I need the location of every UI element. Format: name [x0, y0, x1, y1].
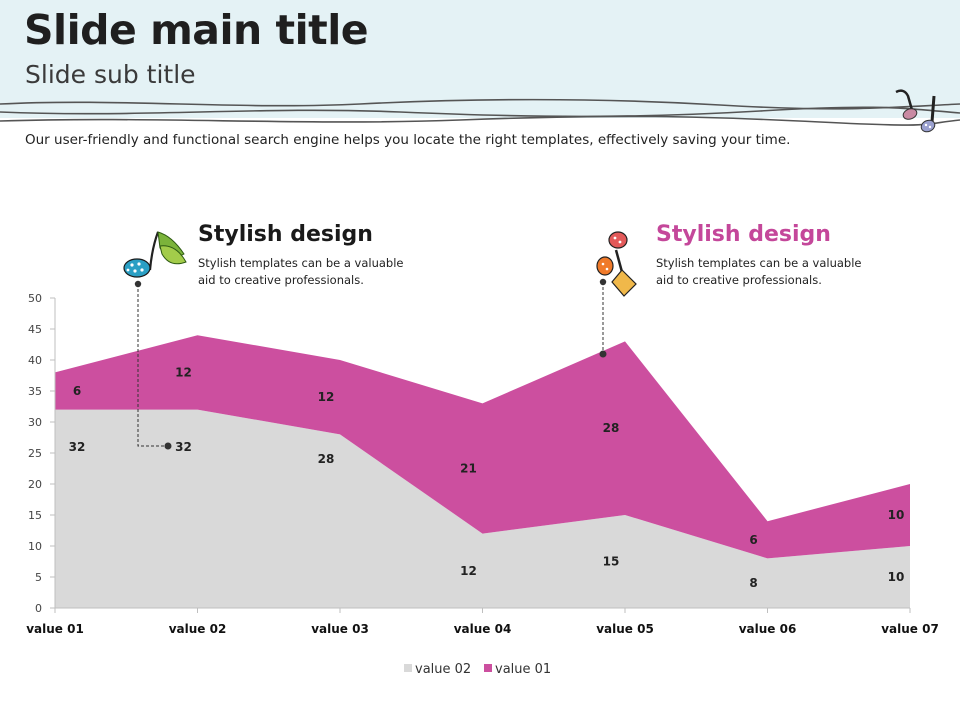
data-label-value-01: 12 [175, 365, 192, 379]
callout-leader-line-right [599, 278, 607, 358]
callout-title: Stylish design [198, 222, 373, 247]
callout-title: Stylish design [656, 222, 831, 247]
red-music-note-icon [596, 231, 637, 297]
x-tick-label: value 05 [596, 622, 654, 636]
y-tick-label: 0 [35, 602, 42, 615]
legend-swatch [484, 664, 492, 672]
y-tick-label: 50 [28, 292, 42, 305]
data-label-value-02: 12 [460, 564, 477, 578]
x-tick-label: value 03 [311, 622, 369, 636]
legend-label: value 01 [495, 662, 551, 677]
legend-swatch [404, 664, 412, 672]
x-tick-label: value 07 [881, 622, 939, 636]
callout-left: Stylish design Stylish templates can be … [198, 222, 418, 289]
data-label-value-01: 6 [73, 384, 81, 398]
callout-leader-line-left [134, 280, 172, 450]
y-tick-label: 30 [28, 416, 42, 429]
callout-text: Stylish templates can be a valuable aid … [198, 255, 418, 289]
music-notes-icon [895, 89, 936, 133]
wavy-lines-divider [0, 98, 960, 126]
callout-right: Stylish design Stylish templates can be … [656, 222, 876, 289]
header-band [0, 0, 960, 118]
data-label-value-02: 32 [175, 440, 192, 454]
slide-subtitle: Slide sub title [25, 60, 196, 89]
y-tick-label: 15 [28, 509, 42, 522]
blue-music-note-icon [123, 231, 187, 278]
data-label-value-01: 6 [749, 533, 757, 547]
y-tick-label: 40 [28, 354, 42, 367]
data-label-value-01: 12 [318, 390, 335, 404]
slide-title: Slide main title [24, 6, 369, 54]
x-tick-label: value 01 [26, 622, 84, 636]
y-tick-label: 25 [28, 447, 42, 460]
y-tick-label: 5 [35, 571, 42, 584]
x-tick-label: value 06 [739, 622, 797, 636]
data-label-value-02: 15 [603, 555, 620, 569]
y-tick-label: 35 [28, 385, 42, 398]
callout-text-line: aid to creative professionals. [198, 273, 364, 287]
data-label-value-01: 28 [603, 421, 620, 435]
data-label-value-01: 21 [460, 462, 477, 476]
data-label-value-02: 10 [888, 570, 905, 584]
data-label-value-02: 28 [318, 452, 335, 466]
legend-label: value 02 [415, 662, 471, 677]
area-series-value-01 [55, 335, 910, 559]
callout-text-line: Stylish templates can be a valuable [656, 256, 862, 270]
data-label-value-01: 10 [888, 508, 905, 522]
data-label-value-02: 8 [749, 576, 757, 590]
x-tick-label: value 02 [169, 622, 227, 636]
callout-text-line: Stylish templates can be a valuable [198, 256, 404, 270]
y-tick-label: 45 [28, 323, 42, 336]
callout-text: Stylish templates can be a valuable aid … [656, 255, 876, 289]
data-label-value-02: 32 [69, 440, 86, 454]
callout-text-line: aid to creative professionals. [656, 273, 822, 287]
y-tick-label: 20 [28, 478, 42, 491]
x-tick-label: value 04 [454, 622, 512, 636]
y-tick-label: 10 [28, 540, 42, 553]
slide-description: Our user-friendly and functional search … [25, 132, 791, 148]
area-series-value-02 [55, 409, 910, 608]
